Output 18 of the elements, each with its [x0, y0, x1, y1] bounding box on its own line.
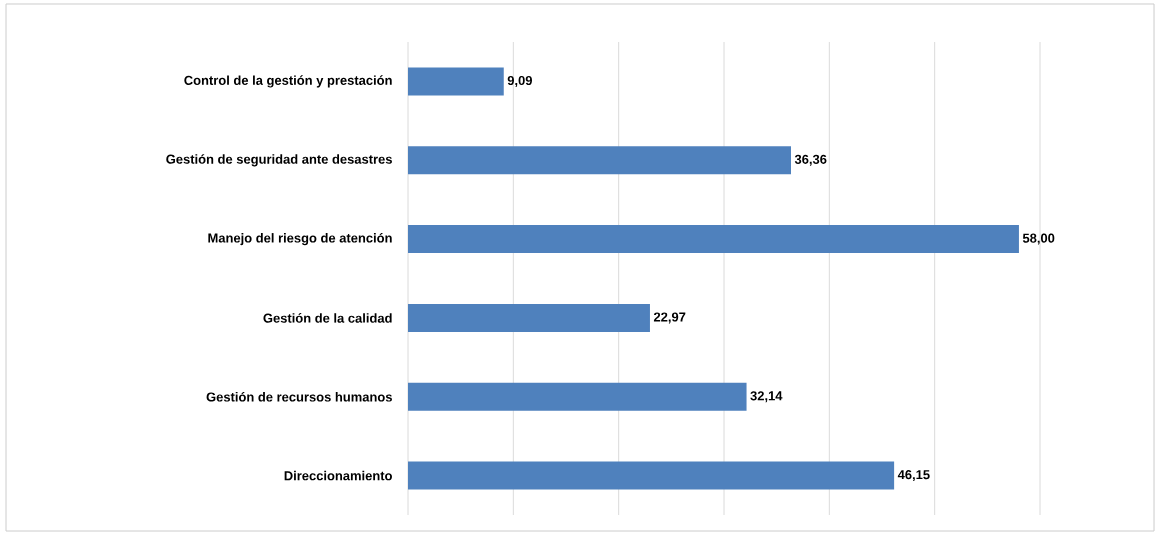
data-label: 32,14 — [750, 391, 783, 403]
y-tick-label: Manejo del riesgo de atención — [208, 232, 392, 246]
data-label: 22,97 — [653, 312, 686, 324]
data-label: 36,36 — [794, 154, 827, 166]
bar — [408, 225, 1019, 254]
bar — [408, 146, 791, 175]
bar — [408, 382, 747, 411]
data-label: 58,00 — [1022, 233, 1055, 245]
y-tick-label: Gestión de seguridad ante desastres — [166, 154, 392, 167]
y-tick-label: Control de la gestión y prestación — [184, 75, 392, 88]
y-tick-label: Gestión de recursos humanos — [206, 391, 392, 402]
data-label: 46,15 — [897, 470, 930, 482]
bar — [408, 67, 504, 96]
bar — [408, 303, 650, 332]
data-label: 9,09 — [507, 75, 532, 87]
y-tick-label: Gestión de la calidad — [263, 313, 392, 323]
bar — [408, 461, 895, 490]
y-tick-label: Direccionamiento — [284, 470, 392, 481]
